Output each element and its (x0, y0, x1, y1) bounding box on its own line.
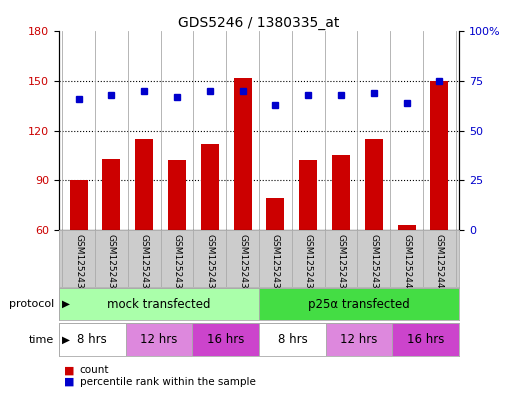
Title: GDS5246 / 1380335_at: GDS5246 / 1380335_at (179, 17, 340, 30)
Text: GSM1252431: GSM1252431 (107, 235, 116, 295)
Text: ■: ■ (64, 365, 74, 375)
Bar (59, 323, 126, 356)
Text: GSM1252439: GSM1252439 (238, 235, 247, 295)
Bar (192, 323, 259, 356)
Text: ▶: ▶ (62, 299, 70, 309)
Text: GSM1252433: GSM1252433 (304, 235, 313, 295)
Bar (70, 180, 88, 230)
Text: 8 hrs: 8 hrs (278, 333, 307, 346)
Bar (266, 198, 285, 230)
Bar (103, 159, 121, 230)
Bar (259, 323, 326, 356)
Text: mock transfected: mock transfected (107, 298, 211, 311)
Text: GSM1252438: GSM1252438 (205, 235, 214, 295)
Text: GSM1252432: GSM1252432 (271, 235, 280, 295)
Text: ▶: ▶ (62, 334, 70, 345)
Text: ■: ■ (64, 377, 74, 387)
Text: GSM1252441: GSM1252441 (435, 235, 444, 295)
Text: 12 hrs: 12 hrs (141, 333, 177, 346)
Text: GSM1252430: GSM1252430 (74, 235, 83, 295)
Text: GSM1252435: GSM1252435 (172, 235, 182, 295)
Text: 16 hrs: 16 hrs (207, 333, 244, 346)
Bar (326, 323, 392, 356)
Bar (299, 160, 317, 230)
Bar (398, 225, 416, 230)
Bar (233, 78, 252, 230)
Text: GSM1252437: GSM1252437 (369, 235, 379, 295)
Text: count: count (80, 365, 109, 375)
Bar (332, 156, 350, 230)
Text: GSM1252440: GSM1252440 (402, 235, 411, 295)
Bar (259, 288, 459, 320)
Bar (201, 144, 219, 230)
Text: 8 hrs: 8 hrs (77, 333, 107, 346)
Bar (59, 288, 259, 320)
Bar (365, 139, 383, 230)
Bar (168, 160, 186, 230)
Text: GSM1252436: GSM1252436 (337, 235, 346, 295)
Bar (392, 323, 459, 356)
Bar (135, 139, 153, 230)
Text: 12 hrs: 12 hrs (341, 333, 378, 346)
Text: p25α transfected: p25α transfected (308, 298, 410, 311)
Text: time: time (29, 334, 54, 345)
Text: 16 hrs: 16 hrs (407, 333, 444, 346)
Text: GSM1252434: GSM1252434 (140, 235, 149, 295)
Text: percentile rank within the sample: percentile rank within the sample (80, 377, 255, 387)
Text: protocol: protocol (9, 299, 54, 309)
Bar (430, 81, 448, 230)
Bar (126, 323, 192, 356)
